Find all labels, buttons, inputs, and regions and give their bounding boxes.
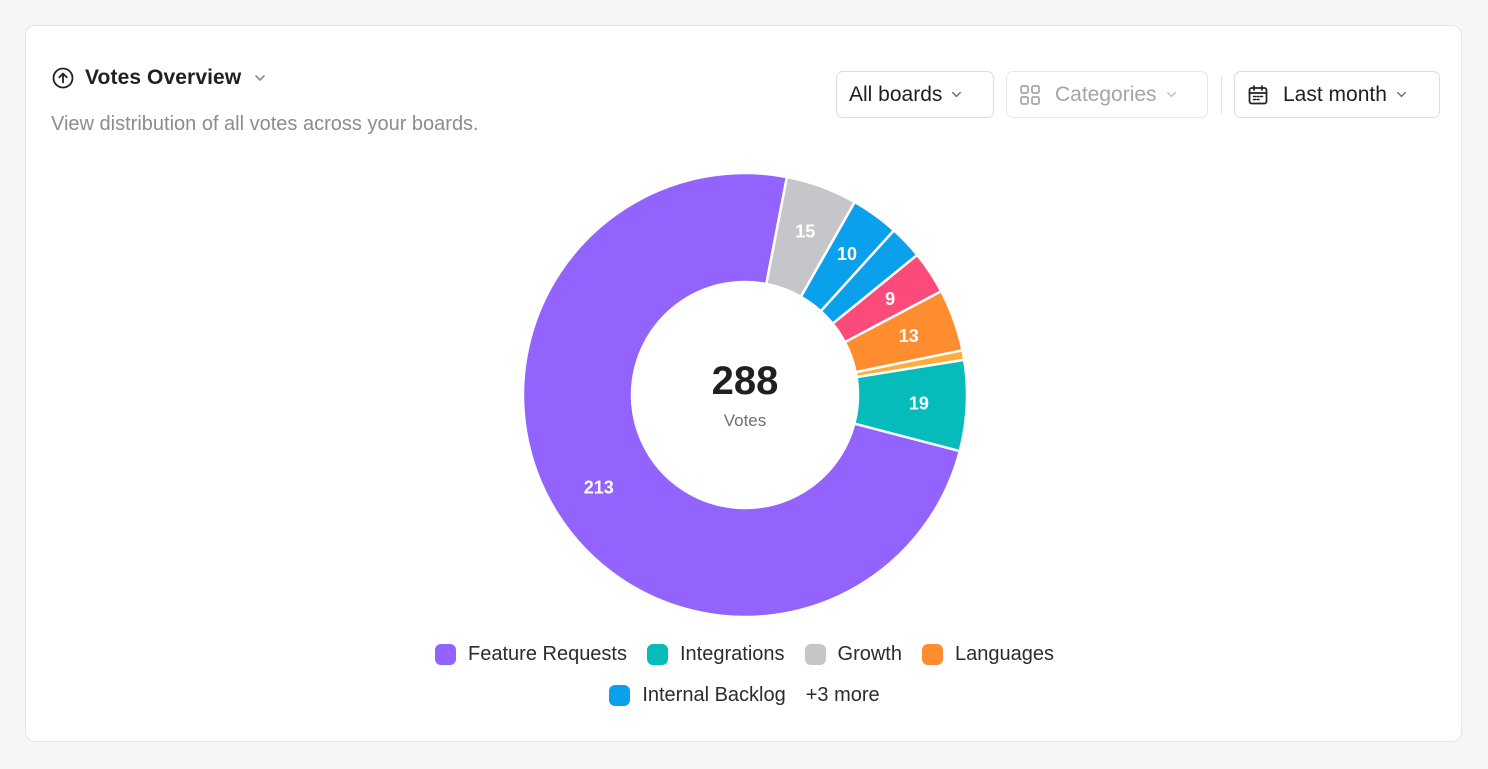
legend-swatch [647,644,668,665]
votes-overview-title-dropdown[interactable]: Votes Overview [51,66,267,90]
legend-label: Languages [954,643,1054,665]
page-subtitle: View distribution of all votes across yo… [51,113,479,135]
boards-filter-dropdown[interactable]: All boards [836,71,994,118]
legend-item-integrations[interactable]: Integrations [647,643,785,666]
legend-label: Integrations [680,643,785,665]
categories-filter-dropdown[interactable]: Categories [1006,71,1208,118]
legend-swatch [804,644,826,665]
legend-item-internal-backlog[interactable]: Internal Backlog [609,684,786,707]
page-title: Votes Overview [85,66,242,89]
legend-row-2: Internal Backlog +3 more [609,684,880,707]
votes-donut-chart: 213 15 10 913 19 [521,171,969,619]
categories-filter-label: Categories [1055,82,1157,106]
slice-value-label: 10 [837,244,857,264]
slice-value-label: 213 [584,477,614,497]
period-filter-dropdown[interactable]: Last month [1234,71,1440,118]
donut-chart-area: 213 15 10 9 13 19 [26,26,1463,743]
chart-legend: Feature Requests Integrations Growth Lan… [26,643,1463,707]
chevron-down-icon [253,71,267,85]
period-filter-label: Last month [1283,82,1387,106]
votes-overview-card: Votes Overview View distribution of all … [25,25,1462,742]
legend-swatch [609,685,631,706]
legend-label: Growth [837,643,902,665]
legend-item-growth[interactable]: Growth [804,643,902,666]
total-votes-label: Votes [723,411,767,430]
boards-filter-label: All boards [849,82,943,106]
chevron-down-icon [1395,88,1408,101]
donut-slice[interactable] [853,358,969,453]
legend-label: Feature Requests [468,643,627,665]
legend-swatch [921,644,943,665]
slice-value-label: 9 [885,289,895,309]
legend-swatch [435,644,457,665]
filter-divider [1221,76,1222,114]
arrow-up-circle-icon [51,66,75,90]
total-votes-value: 288 [711,359,779,403]
calendar-icon [1247,84,1269,106]
legend-row-1: Feature Requests Integrations Growth Lan… [435,643,1054,666]
legend-more-link[interactable]: +3 more [805,684,880,706]
legend-label: Internal Backlog [642,684,786,706]
legend-item-languages[interactable]: Languages [921,643,1054,666]
slice-value-label: 13 [899,326,919,346]
grid-icon [1019,84,1041,106]
slice-value-label: 15 [795,222,815,242]
slice-value-label: 19 [909,393,929,413]
legend-item-feature-requests[interactable]: Feature Requests [435,643,627,666]
donut-slice[interactable] [521,171,962,619]
chevron-down-icon [950,88,963,101]
chevron-down-icon [1165,88,1178,101]
